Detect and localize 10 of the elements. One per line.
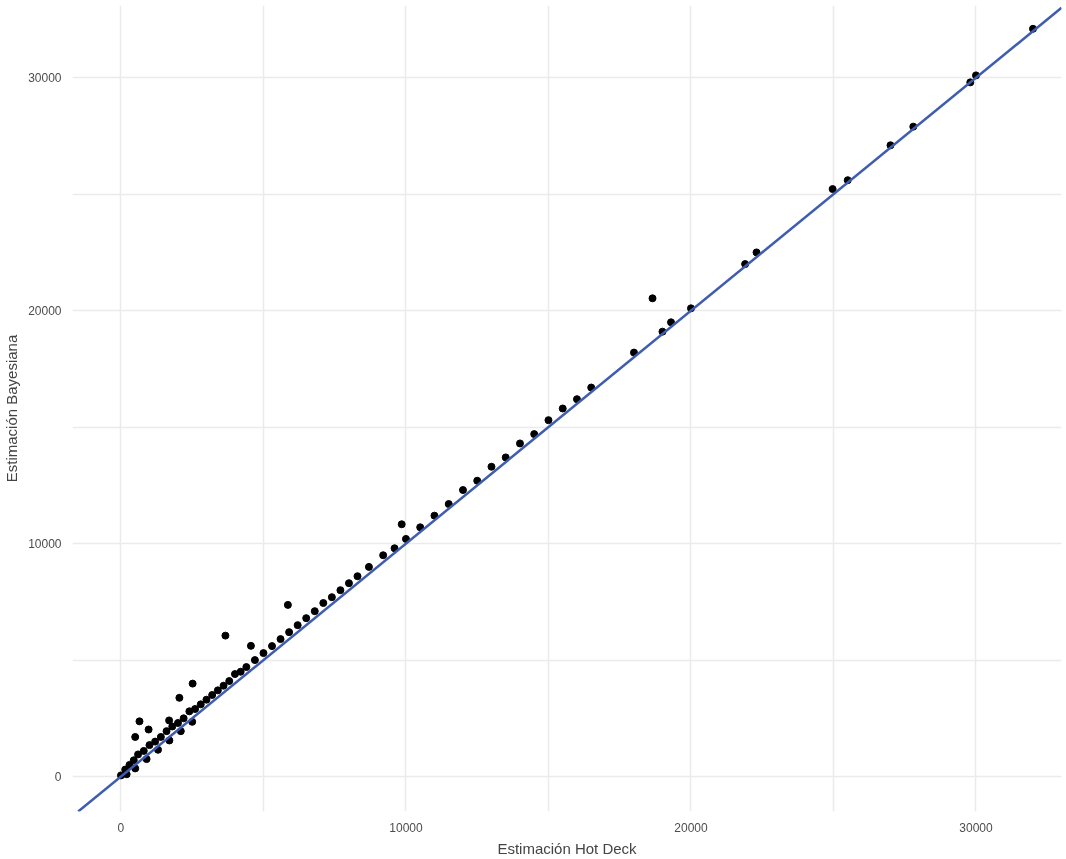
x-tick-label: 20000 bbox=[674, 820, 708, 835]
x-axis-title: Estimación Hot Deck bbox=[497, 839, 638, 857]
x-tick-label: 10000 bbox=[389, 820, 423, 835]
y-tick-label: 10000 bbox=[28, 537, 62, 552]
y-tick-label: 20000 bbox=[28, 304, 62, 319]
y-tick-label: 30000 bbox=[28, 71, 62, 86]
y-axis-title: Estimación Bayesiana bbox=[3, 334, 21, 483]
y-tick-label: 0 bbox=[54, 770, 62, 785]
x-tick-label: 0 bbox=[117, 820, 125, 835]
x-tick-label: 30000 bbox=[959, 820, 994, 835]
